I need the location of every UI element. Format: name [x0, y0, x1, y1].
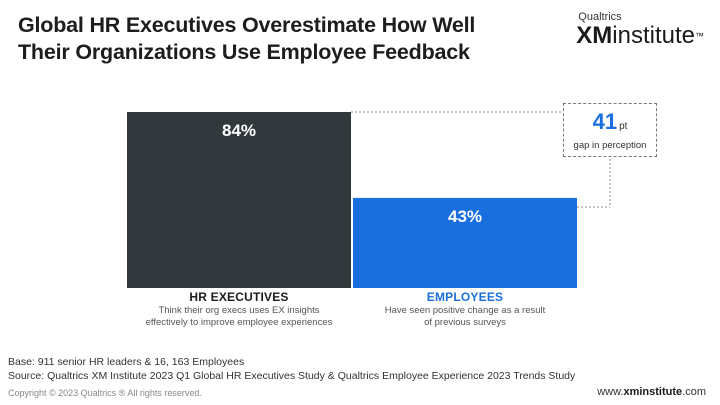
xm-institute-logo: Qualtrics XMinstitute™	[576, 11, 704, 49]
category-hr-executives: HR EXECUTIVES Think their org execs uses…	[126, 291, 352, 329]
logo-qualtrics-text: Qualtrics	[578, 11, 622, 23]
category-employees: EMPLOYEES Have seen positive change as a…	[352, 291, 578, 329]
chart-title-line-1: Global HR Executives Overestimate How We…	[18, 13, 476, 37]
category-desc-hr-line-2: effectively to improve employee experien…	[145, 317, 333, 328]
website-bold: xminstitute	[623, 386, 683, 398]
gap-description: gap in perception	[573, 140, 647, 151]
website-prefix: www.	[597, 386, 624, 398]
logo-institute-text: institute	[612, 22, 695, 49]
category-desc-hr-line-1: Think their org execs uses EX insights	[158, 305, 320, 316]
category-desc-employees-line-1: Have seen positive change as a result	[384, 305, 546, 316]
footer-base-note: Base: 911 senior HR leaders & 16, 163 Em…	[8, 356, 245, 368]
chart-title: Global HR Executives Overestimate How We…	[18, 12, 578, 66]
bar-value-label-hr-executives: 84%	[222, 121, 256, 140]
category-title-employees: EMPLOYEES	[426, 290, 504, 304]
category-desc-employees-line-2: of previous surveys	[424, 317, 506, 328]
chart-title-line-2: Their Organizations Use Employee Feedbac…	[18, 40, 470, 64]
logo-xm-text: XM	[576, 22, 613, 49]
bar-hr-executives	[127, 112, 351, 288]
logo-main-text: XMinstitute™	[576, 23, 704, 49]
website-link[interactable]: www.xminstitute.com	[597, 386, 706, 398]
gap-callout: 41 pt gap in perception	[563, 103, 657, 157]
website-suffix: .com	[682, 386, 706, 398]
footer-source-note: Source: Qualtrics XM Institute 2023 Q1 G…	[8, 370, 576, 382]
logo-trademark: ™	[695, 31, 704, 41]
gap-value: 41	[592, 109, 618, 134]
category-title-hr: HR EXECUTIVES	[189, 290, 289, 304]
copyright-text: Copyright © 2023 Qualtrics ® All rights …	[8, 388, 202, 398]
bar-value-label-employees: 43%	[448, 207, 482, 226]
gap-unit: pt	[619, 121, 628, 132]
bar-employees	[353, 197, 577, 288]
gap-value-row: 41 pt	[564, 109, 656, 140]
